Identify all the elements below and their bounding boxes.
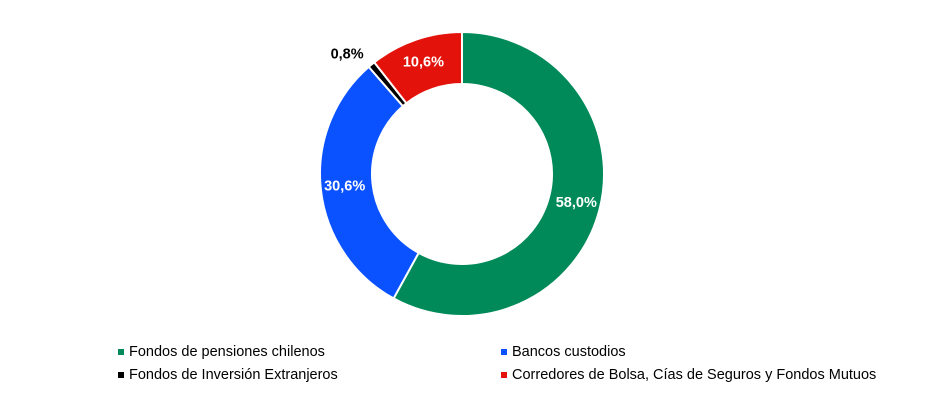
legend-item-fondos-inversion-extranjeros: Fondos de Inversión Extranjeros [118,366,501,384]
legend-label-fondos-pensiones: Fondos de pensiones chilenos [129,344,325,360]
slice-corredores [372,30,463,105]
legend-swatch-corredores [501,372,507,378]
slice-fondos-pensiones [392,30,605,317]
legend: Fondos de pensiones chilenos Bancos cust… [118,343,918,384]
data-label-corredores: 10,6% [403,54,444,70]
data-label-fondos-inversion-extranjeros: 0,8% [331,47,364,63]
legend-item-corredores: Corredores de Bolsa, Cías de Seguros y F… [501,366,921,384]
legend-item-fondos-pensiones: Fondos de pensiones chilenos [118,343,501,361]
slices-group [319,30,605,317]
legend-label-bancos-custodios: Bancos custodios [512,344,626,360]
slice-bancos-custodios [319,65,420,300]
data-label-bancos-custodios: 30,6% [324,178,365,194]
legend-item-bancos-custodios: Bancos custodios [501,343,921,361]
data-labels-group: 58,0% 30,6% 0,8% 10,6% [324,47,597,211]
legend-label-corredores: Corredores de Bolsa, Cías de Seguros y F… [512,367,877,383]
legend-swatch-bancos-custodios [501,349,507,355]
legend-swatch-fondos-inversion-extranjeros [118,372,124,378]
legend-label-fondos-inversion-extranjeros: Fondos de Inversión Extranjeros [129,367,338,383]
legend-swatch-fondos-pensiones [118,349,124,355]
data-label-fondos-pensiones: 58,0% [556,195,597,211]
